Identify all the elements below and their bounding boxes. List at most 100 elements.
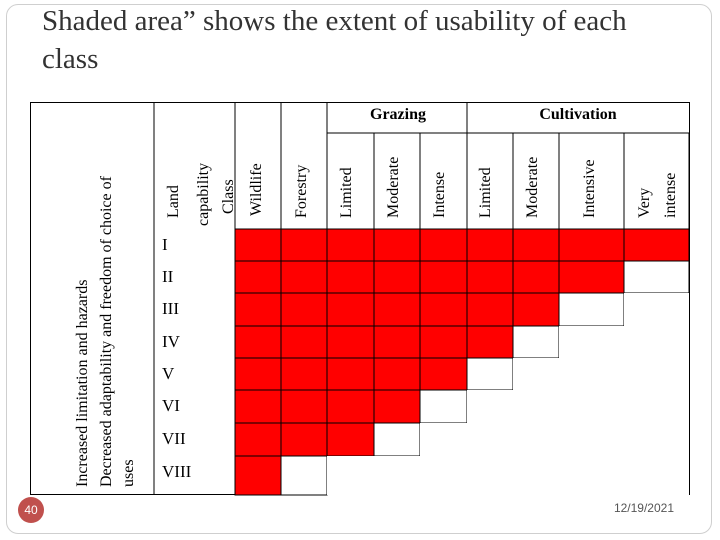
shaded-cell xyxy=(280,357,328,391)
shaded-cell xyxy=(326,325,375,359)
shaded-cell xyxy=(326,422,375,457)
shaded-cell xyxy=(326,389,375,424)
empty-cell xyxy=(374,456,420,495)
shaded-cell xyxy=(512,228,560,262)
shaded-cell xyxy=(234,357,282,391)
shaded-cell xyxy=(373,389,421,424)
class-label: III xyxy=(162,299,179,318)
shaded-cell xyxy=(280,325,328,359)
shaded-cell xyxy=(234,228,282,262)
shaded-cell xyxy=(234,292,282,327)
empty-cell xyxy=(624,326,689,358)
shaded-cell xyxy=(280,260,328,294)
shaded-cell xyxy=(512,260,560,294)
empty-cell xyxy=(624,390,689,423)
empty-cell xyxy=(419,389,468,424)
column-header-cultivation-intensive: Intensive xyxy=(581,159,598,218)
axis-label-line3: uses xyxy=(120,459,137,487)
shaded-cell xyxy=(373,260,421,294)
shaded-cell xyxy=(234,325,282,359)
land-capability-diagram: Increased limitation and hazards Decreas… xyxy=(30,102,692,496)
shaded-cell xyxy=(326,292,375,327)
shaded-cell xyxy=(373,292,421,327)
class-label: V xyxy=(162,364,175,383)
shaded-cell xyxy=(419,325,468,359)
shaded-cell xyxy=(280,228,328,262)
column-header-grazing-moderate: Moderate xyxy=(385,157,402,218)
class-header-line1: Land xyxy=(165,185,182,218)
group-header-grazing: Grazing xyxy=(370,106,426,123)
column-header-cultivation-limited: Limited xyxy=(477,167,494,218)
column-header-grazing-intense: Intense xyxy=(431,172,448,218)
class-header-line3: Class xyxy=(220,179,237,214)
shaded-cell xyxy=(558,228,625,262)
column-header-forestry: Forestry xyxy=(293,165,310,218)
column-header-wildlife: Wildlife xyxy=(248,163,265,216)
empty-cell xyxy=(624,423,689,456)
shaded-cell xyxy=(419,228,468,262)
empty-cell xyxy=(558,292,625,327)
empty-cell xyxy=(623,260,690,294)
shaded-cell xyxy=(466,292,514,327)
shaded-cell xyxy=(326,228,375,262)
empty-cell xyxy=(559,423,624,456)
shaded-cell xyxy=(419,292,468,327)
empty-cell xyxy=(624,358,689,390)
empty-cell xyxy=(559,326,624,358)
empty-cell xyxy=(467,390,513,423)
shaded-cell xyxy=(326,357,375,391)
axis-label-line2: Decreased adaptability and freedom of ch… xyxy=(98,175,115,487)
empty-cell xyxy=(467,456,513,495)
group-header-cultivation: Cultivation xyxy=(539,106,616,123)
empty-cell xyxy=(467,423,513,456)
empty-cell xyxy=(420,456,467,495)
column-header-cultivation-moderate: Moderate xyxy=(524,157,541,218)
slide-title: Shaded area” shows the extent of usabili… xyxy=(42,5,627,75)
shaded-cell xyxy=(373,228,421,262)
shaded-cell xyxy=(419,357,468,391)
empty-cell xyxy=(513,423,559,456)
column-header-cultivation-very-intense: Very intense xyxy=(636,173,679,218)
shaded-cell xyxy=(234,389,282,424)
shaded-cell xyxy=(234,422,282,457)
shaded-cell xyxy=(373,325,421,359)
slide-number: 40 xyxy=(18,497,44,523)
shaded-cell xyxy=(234,455,282,496)
empty-cell xyxy=(624,456,689,495)
empty-cell xyxy=(280,455,328,496)
empty-cell xyxy=(513,358,559,390)
shaded-cell xyxy=(234,260,282,294)
shaded-cell xyxy=(512,292,560,327)
empty-cell xyxy=(513,390,559,423)
empty-cell xyxy=(373,422,421,457)
slide-date: 12/19/2021 xyxy=(613,501,674,515)
shaded-cell xyxy=(419,260,468,294)
axis-label-line1: Increased limitation and hazards xyxy=(74,280,91,487)
class-label: I xyxy=(162,235,168,254)
empty-cell xyxy=(466,357,514,391)
empty-cell xyxy=(559,456,624,495)
class-label: VII xyxy=(162,429,186,448)
class-header-line2: capability xyxy=(195,163,212,226)
class-label: IV xyxy=(162,332,181,351)
shaded-cell xyxy=(326,260,375,294)
class-label: VI xyxy=(162,396,180,415)
shaded-cell xyxy=(466,228,514,262)
class-label: II xyxy=(162,267,174,286)
empty-cell xyxy=(420,423,467,456)
shaded-cell xyxy=(280,292,328,327)
shaded-cell xyxy=(466,325,514,359)
empty-cell xyxy=(327,456,374,495)
empty-cell xyxy=(512,325,560,359)
shaded-cell xyxy=(373,357,421,391)
shaded-cell xyxy=(623,228,690,262)
empty-cell xyxy=(559,358,624,390)
shaded-cell xyxy=(280,422,328,457)
empty-cell xyxy=(559,390,624,423)
column-header-grazing-limited: Limited xyxy=(338,167,355,218)
shaded-cell xyxy=(558,260,625,294)
empty-cell xyxy=(513,456,559,495)
slide-frame xyxy=(6,4,712,534)
class-label: VIII xyxy=(162,462,192,481)
shaded-cell xyxy=(466,260,514,294)
